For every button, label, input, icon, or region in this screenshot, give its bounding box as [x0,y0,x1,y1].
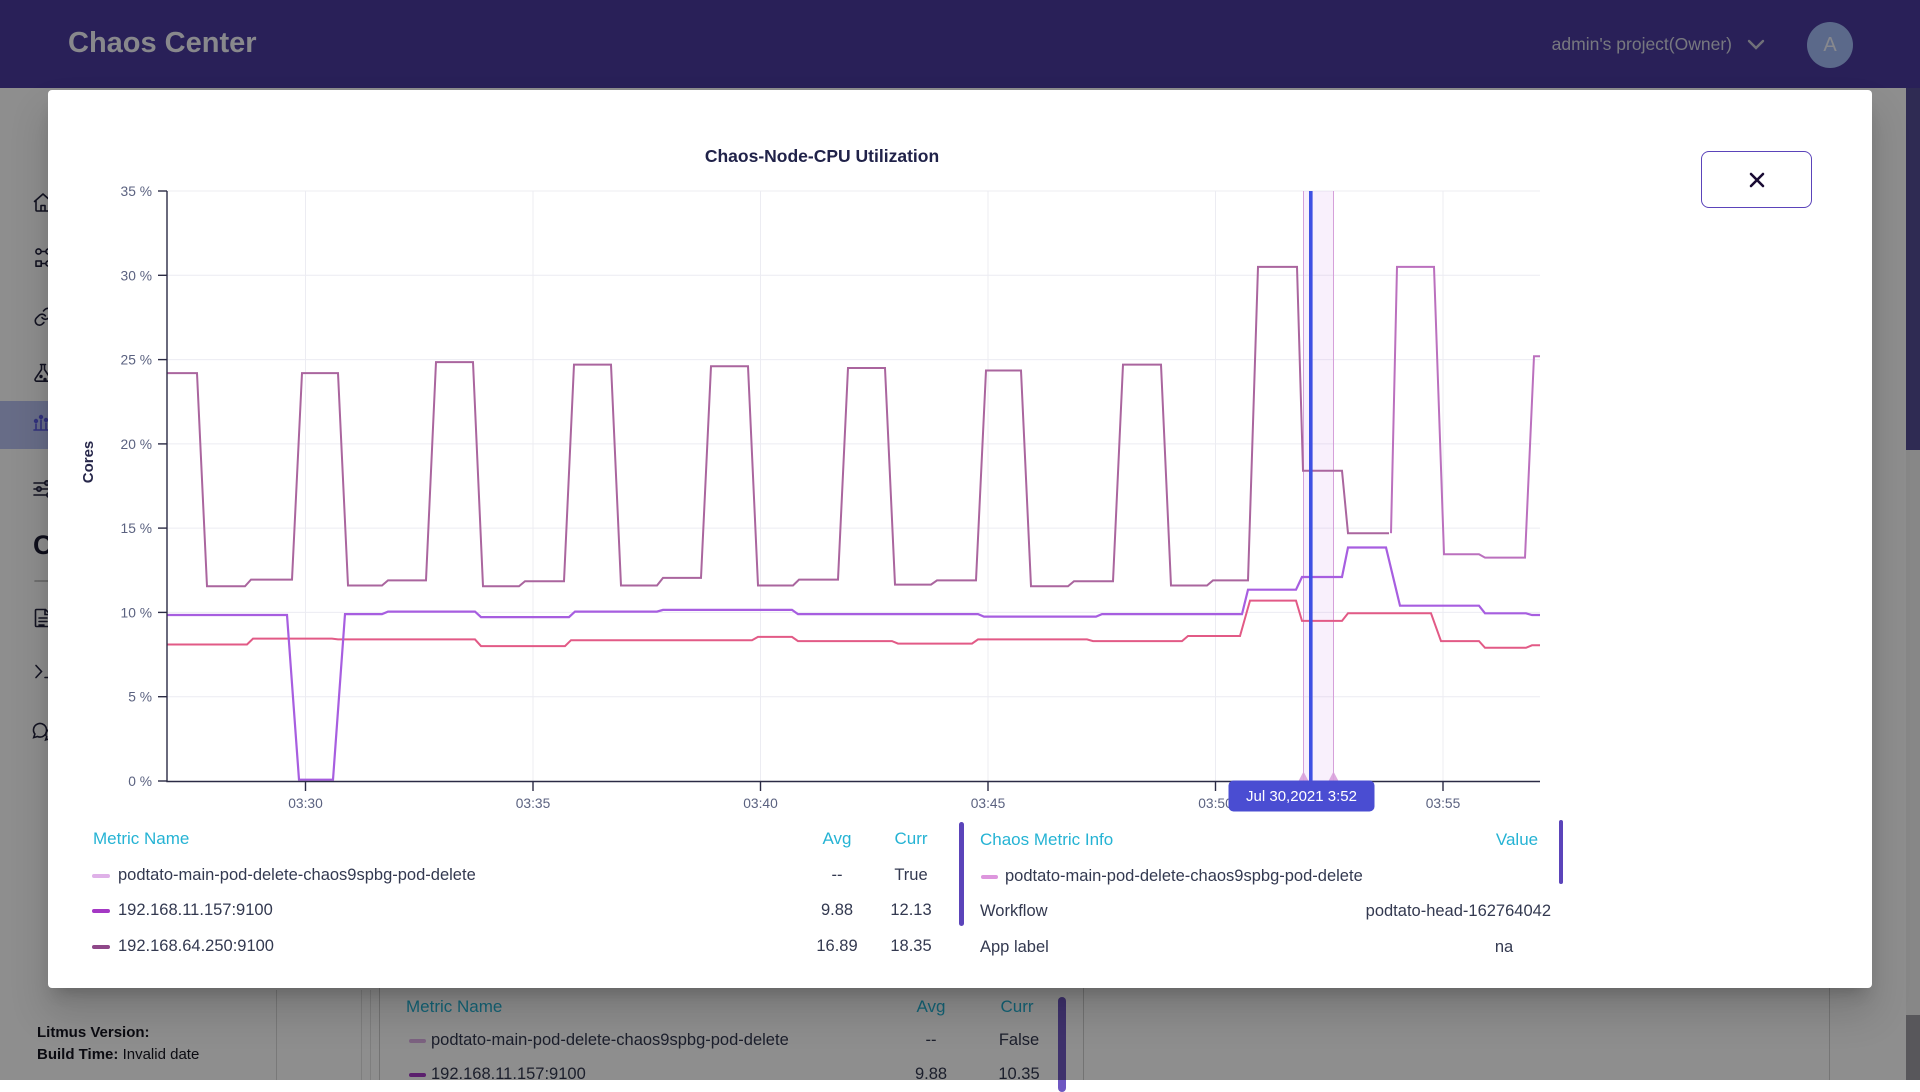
svg-text:5 %: 5 % [128,690,152,705]
svg-text:0 %: 0 % [128,774,152,789]
svg-text:30 %: 30 % [121,268,152,283]
svg-text:03:50: 03:50 [1198,796,1233,811]
svg-text:15 %: 15 % [121,521,152,536]
svg-text:Cores: Cores [80,441,97,484]
svg-text:Jul 30,2021 3:52: Jul 30,2021 3:52 [1246,788,1357,805]
svg-text:25 %: 25 % [121,353,152,368]
svg-text:03:40: 03:40 [743,796,778,811]
svg-text:03:55: 03:55 [1426,796,1461,811]
svg-text:03:30: 03:30 [288,796,323,811]
svg-text:20 %: 20 % [121,437,152,452]
svg-text:03:35: 03:35 [516,796,551,811]
svg-text:C: C [33,530,53,560]
svg-text:35 %: 35 % [121,184,152,199]
svg-text:10 %: 10 % [121,605,152,620]
svg-text:03:45: 03:45 [971,796,1006,811]
